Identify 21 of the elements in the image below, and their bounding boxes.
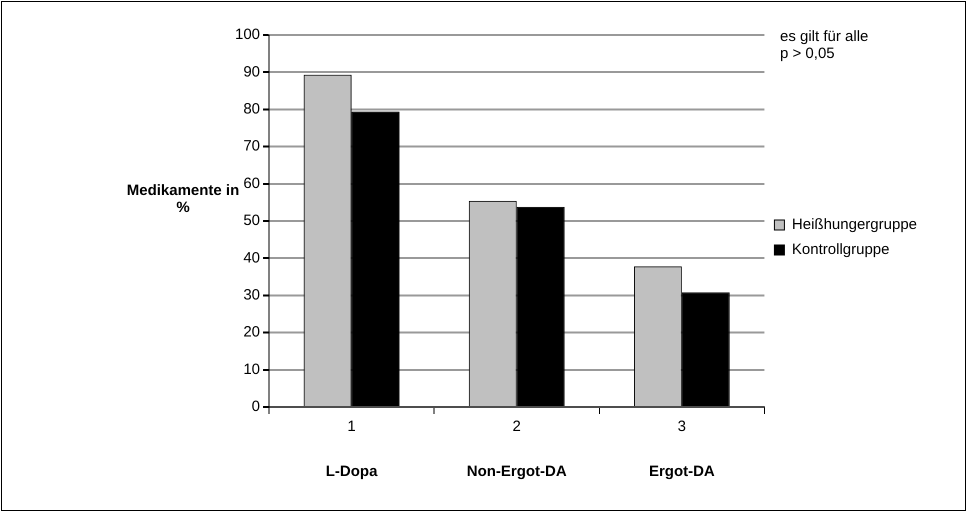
y-tick-label: 100 <box>234 26 260 44</box>
y-tick-label: 90 <box>243 63 260 80</box>
text: L-Dopa <box>326 463 378 480</box>
y-tick-label: 30 <box>243 286 260 304</box>
legend-label: Kontrollgruppe <box>792 241 890 258</box>
y-axis-title: Medikamente in % <box>126 182 240 216</box>
legend-label: Heißhungergruppe <box>792 216 918 234</box>
y-tick-label: 40 <box>243 249 260 266</box>
text: es gilt für alle p > 0,05 <box>780 28 868 62</box>
y-tick-label: 60 <box>243 174 260 192</box>
y-tick-label: 10 <box>243 360 260 378</box>
x-tick-label: 3 <box>678 418 686 436</box>
x-tick-label: 1 <box>347 418 356 436</box>
x-tick-label: 2 <box>512 418 521 436</box>
text: Non-Ergot-DA <box>466 463 567 480</box>
text: Ergot-DA <box>648 463 715 480</box>
y-tick-label: 70 <box>243 138 260 155</box>
y-tick-label: 80 <box>243 100 260 118</box>
y-tick-label: 0 <box>252 398 260 416</box>
y-tick-label: 50 <box>243 212 260 230</box>
y-tick-label: 20 <box>243 324 260 341</box>
